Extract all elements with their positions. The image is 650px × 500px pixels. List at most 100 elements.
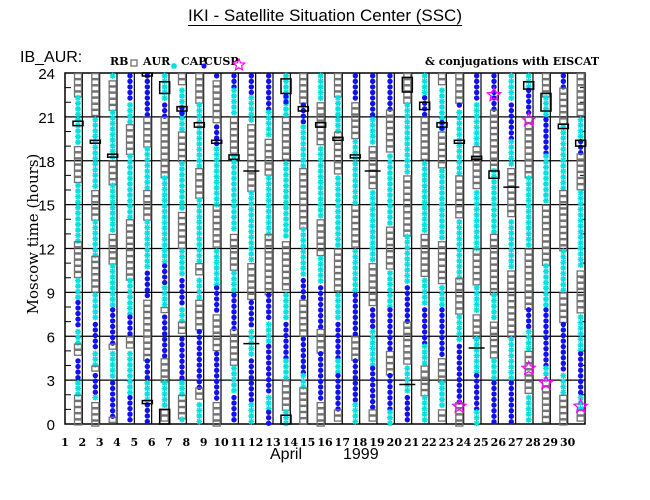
rb-marker <box>125 268 135 275</box>
rb-marker <box>281 265 291 272</box>
rb-marker <box>507 319 516 326</box>
rb-marker <box>420 147 429 154</box>
aur-marker <box>317 207 324 214</box>
aur-marker <box>109 137 116 144</box>
cap-marker <box>456 365 463 372</box>
rb-marker <box>420 141 429 148</box>
aur-marker <box>335 105 341 112</box>
aur-marker <box>439 206 445 213</box>
aur-marker <box>317 157 324 164</box>
cap-marker <box>179 277 185 284</box>
aur-marker <box>196 418 203 425</box>
cap-marker <box>577 378 584 385</box>
cap-marker <box>560 327 567 333</box>
cap-marker <box>161 274 168 280</box>
aur-marker <box>335 94 341 101</box>
aur-marker <box>109 148 116 155</box>
rb-marker <box>143 330 152 337</box>
rb-marker <box>160 415 169 422</box>
cap-marker <box>127 400 133 406</box>
aur-marker <box>473 118 480 125</box>
rb-marker <box>368 176 377 184</box>
rb-marker <box>541 253 551 260</box>
rb-marker <box>108 252 117 259</box>
cap-marker <box>248 397 255 403</box>
rb-marker <box>420 135 429 142</box>
aur-marker <box>439 195 445 202</box>
cap-marker <box>231 394 237 401</box>
rb-marker <box>524 165 533 173</box>
x-tick-label: 5 <box>131 436 139 449</box>
aur-marker <box>525 394 532 401</box>
aur-marker <box>335 292 341 299</box>
rb-marker <box>368 281 377 288</box>
cap-marker <box>404 400 411 406</box>
rb-marker <box>143 189 152 197</box>
aur-marker <box>404 102 411 109</box>
aur-marker <box>404 278 411 285</box>
rb-marker <box>507 204 516 212</box>
cap-marker <box>248 305 255 311</box>
aur-marker <box>109 188 116 195</box>
cap-marker <box>317 378 324 385</box>
rb-marker <box>489 339 499 347</box>
rb-marker <box>316 225 325 232</box>
cap-marker <box>265 303 272 309</box>
rb-marker <box>333 149 343 157</box>
rb-marker <box>559 304 568 311</box>
rb-marker <box>195 269 204 276</box>
rb-marker <box>437 370 447 377</box>
aur-marker <box>473 363 480 370</box>
cap-marker <box>265 420 272 426</box>
aur-marker <box>213 179 220 186</box>
rb-marker <box>507 276 516 283</box>
rb-marker <box>212 92 221 99</box>
rb-marker <box>541 410 551 418</box>
rb-marker <box>299 405 308 413</box>
aur-marker <box>283 216 289 223</box>
aur-marker <box>560 281 567 288</box>
aur-marker <box>161 89 168 96</box>
aur-marker <box>179 312 185 319</box>
cap-marker <box>543 144 549 151</box>
rb-marker <box>472 320 481 327</box>
rb-marker <box>489 352 499 359</box>
aur-marker <box>127 378 133 385</box>
conjunction-box <box>314 121 327 128</box>
rb-marker <box>177 131 187 138</box>
aur-marker <box>196 102 203 109</box>
rb-marker <box>160 409 169 416</box>
conjunction-box <box>280 414 292 425</box>
aur-marker <box>109 285 116 292</box>
aur-marker <box>283 414 289 421</box>
aur-marker <box>456 241 463 248</box>
aur-marker <box>248 223 255 230</box>
rb-marker <box>351 126 360 134</box>
rb-marker <box>229 359 239 366</box>
cap-marker <box>300 294 307 300</box>
rb-marker <box>437 79 447 86</box>
cap-marker <box>317 318 324 324</box>
aur-marker <box>109 72 116 79</box>
rb-marker <box>316 219 325 226</box>
rb-marker <box>489 321 499 328</box>
rb-marker <box>316 341 325 348</box>
aur-marker <box>144 391 151 398</box>
cap-marker <box>508 119 515 125</box>
aur-marker <box>144 168 151 175</box>
aur-marker <box>387 420 393 427</box>
aur-marker <box>335 100 341 107</box>
rb-marker <box>351 132 360 140</box>
aur-marker <box>75 199 81 206</box>
aur-marker <box>456 219 463 226</box>
cap-marker <box>92 372 99 379</box>
cap-marker <box>456 382 463 388</box>
rb-marker <box>489 252 499 259</box>
cap-marker <box>335 384 341 390</box>
aur-marker <box>179 120 185 127</box>
rb-marker <box>91 401 100 409</box>
aur-marker <box>127 118 133 125</box>
cap-marker <box>231 417 237 423</box>
aur-marker <box>179 115 185 122</box>
aur-marker <box>231 203 237 210</box>
